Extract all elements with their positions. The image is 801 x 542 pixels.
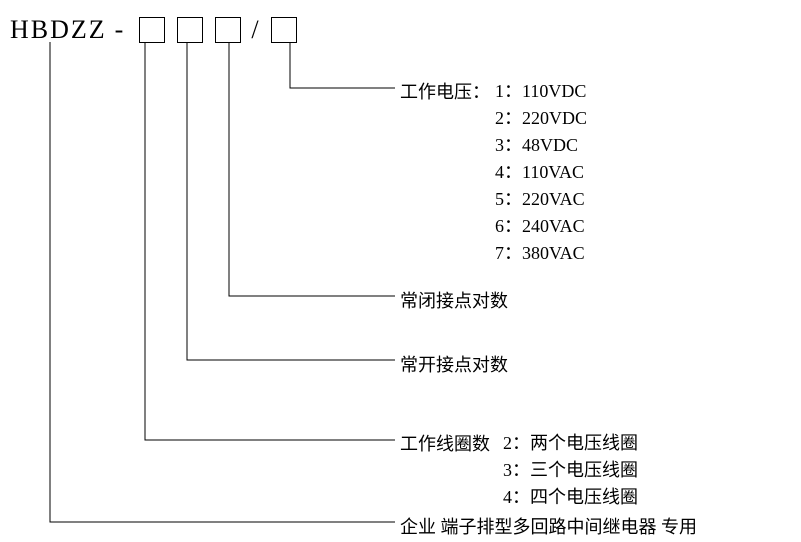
model-prefix: HBDZZ xyxy=(10,15,107,45)
coil-label: 工作线圈数 xyxy=(400,430,490,456)
voltage-label: 工作电压： xyxy=(400,78,490,104)
box-4 xyxy=(271,17,297,43)
nc-label: 常闭接点对数 xyxy=(400,287,508,313)
box-3 xyxy=(215,17,241,43)
model-separator: - xyxy=(115,15,126,45)
no-label: 常开接点对数 xyxy=(400,351,508,377)
coil-options: 2：两个电压线圈 3：三个电压线圈 4：四个电压线圈 xyxy=(503,430,638,511)
voltage-options: 1：110VDC 2：220VDC 3：48VDC 4：110VAC 5：220… xyxy=(495,78,587,267)
box-1 xyxy=(139,17,165,43)
enterprise-label: 企业 端子排型多回路中间继电器 专用 xyxy=(400,513,697,539)
model-slash: / xyxy=(251,15,260,45)
box-2 xyxy=(177,17,203,43)
